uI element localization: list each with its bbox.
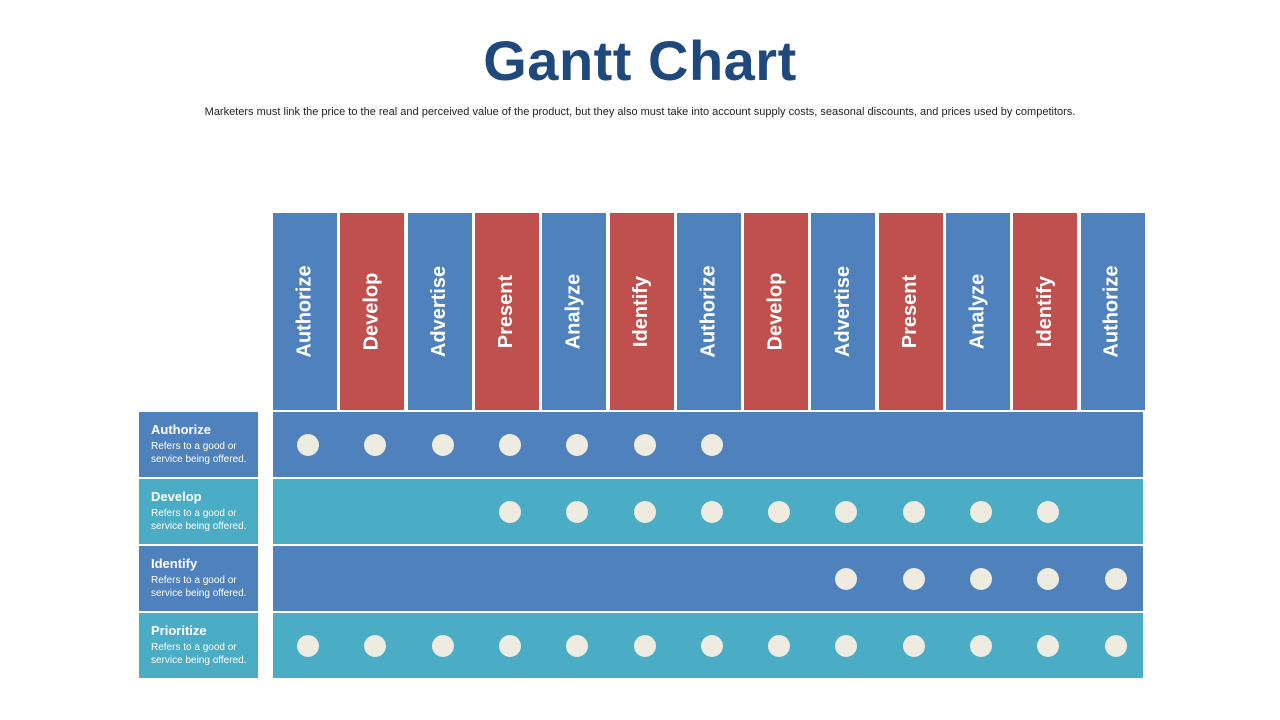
column-header-label: Develop [360, 272, 383, 351]
column-header-authorize: Authorize [273, 213, 337, 410]
column-header-label: Advertise [831, 265, 854, 358]
page-subtitle: Marketers must link the price to the rea… [204, 106, 1076, 118]
task-marker [633, 634, 656, 657]
column-header-authorize: Authorize [676, 213, 741, 410]
column-header-label: Analyze [562, 273, 585, 350]
task-marker [768, 500, 791, 523]
column-header-label: Identify [1033, 275, 1056, 348]
column-header-label: Authorize [293, 265, 316, 358]
task-marker [364, 634, 387, 657]
task-marker [297, 634, 319, 657]
column-header-label: Develop [764, 272, 787, 351]
column-header-present: Present [878, 213, 943, 410]
row-label-name: Develop [151, 489, 202, 504]
task-marker [970, 567, 992, 590]
column-header-label: Present [899, 274, 922, 349]
column-header-develop: Develop [744, 213, 809, 410]
row-label-description: Refers to a good or service being offere… [151, 642, 247, 666]
task-marker [431, 634, 454, 657]
column-header-analyze: Analyze [542, 213, 607, 410]
task-marker [835, 500, 858, 523]
column-header-develop: Develop [340, 213, 405, 410]
column-header-label: Authorize [1101, 265, 1124, 358]
task-marker [633, 500, 656, 523]
task-marker [768, 634, 791, 657]
column-header-analyze: Analyze [946, 213, 1010, 410]
task-marker [1037, 567, 1060, 590]
task-marker [566, 433, 589, 456]
task-marker [498, 433, 521, 456]
task-marker [700, 634, 723, 657]
task-marker [700, 500, 723, 523]
column-header-label: Advertise [428, 265, 451, 358]
page-title: Gantt Chart [483, 29, 797, 92]
task-marker [970, 634, 992, 657]
row-label-develop: Develop Refers to a good or service being… [139, 479, 258, 544]
row-label-prioritize: Prioritize Refers to a good or service be… [139, 613, 258, 678]
task-marker [498, 634, 521, 657]
column-header-advertise: Advertise [407, 213, 472, 410]
task-marker [902, 500, 925, 523]
column-header-authorize: Authorize [1080, 213, 1145, 410]
task-marker [633, 433, 656, 456]
task-marker [1037, 500, 1060, 523]
row-label-name: Prioritize [151, 623, 207, 638]
column-header-advertise: Advertise [811, 213, 876, 410]
row-label-authorize: Authorize Refers to a good or service bei… [139, 412, 258, 477]
column-header-identify: Identify [609, 213, 674, 410]
task-marker [902, 634, 925, 657]
task-marker [297, 433, 319, 456]
row-band-develop [273, 479, 1143, 544]
row-label-description: Refers to a good or service being offere… [151, 575, 247, 599]
row-band-prioritize [273, 613, 1143, 678]
task-marker [970, 500, 992, 523]
row-label-name: Identify [151, 556, 198, 571]
task-marker [835, 634, 858, 657]
column-header-label: Analyze [966, 273, 989, 350]
row-label-name: Authorize [151, 422, 211, 437]
task-marker [498, 500, 521, 523]
column-header-label: Present [495, 274, 518, 349]
task-marker [566, 500, 589, 523]
task-marker [902, 567, 925, 590]
task-marker [566, 634, 589, 657]
column-header-identify: Identify [1013, 213, 1078, 410]
task-marker [700, 433, 723, 456]
row-label-description: Refers to a good or service being offere… [151, 441, 247, 465]
task-marker [364, 433, 387, 456]
task-marker [1104, 634, 1127, 657]
column-header-label: Identify [630, 275, 652, 348]
task-marker [1104, 567, 1127, 590]
row-band-authorize [273, 412, 1143, 477]
task-marker [431, 433, 454, 456]
row-label-identify: Identify Refers to a good or service bein… [139, 546, 258, 611]
row-label-description: Refers to a good or service being offere… [151, 508, 247, 532]
row-band-identify [273, 546, 1143, 611]
column-header-present: Present [474, 213, 539, 410]
task-marker [835, 567, 858, 590]
task-marker [1037, 634, 1060, 657]
column-header-label: Authorize [697, 265, 720, 358]
